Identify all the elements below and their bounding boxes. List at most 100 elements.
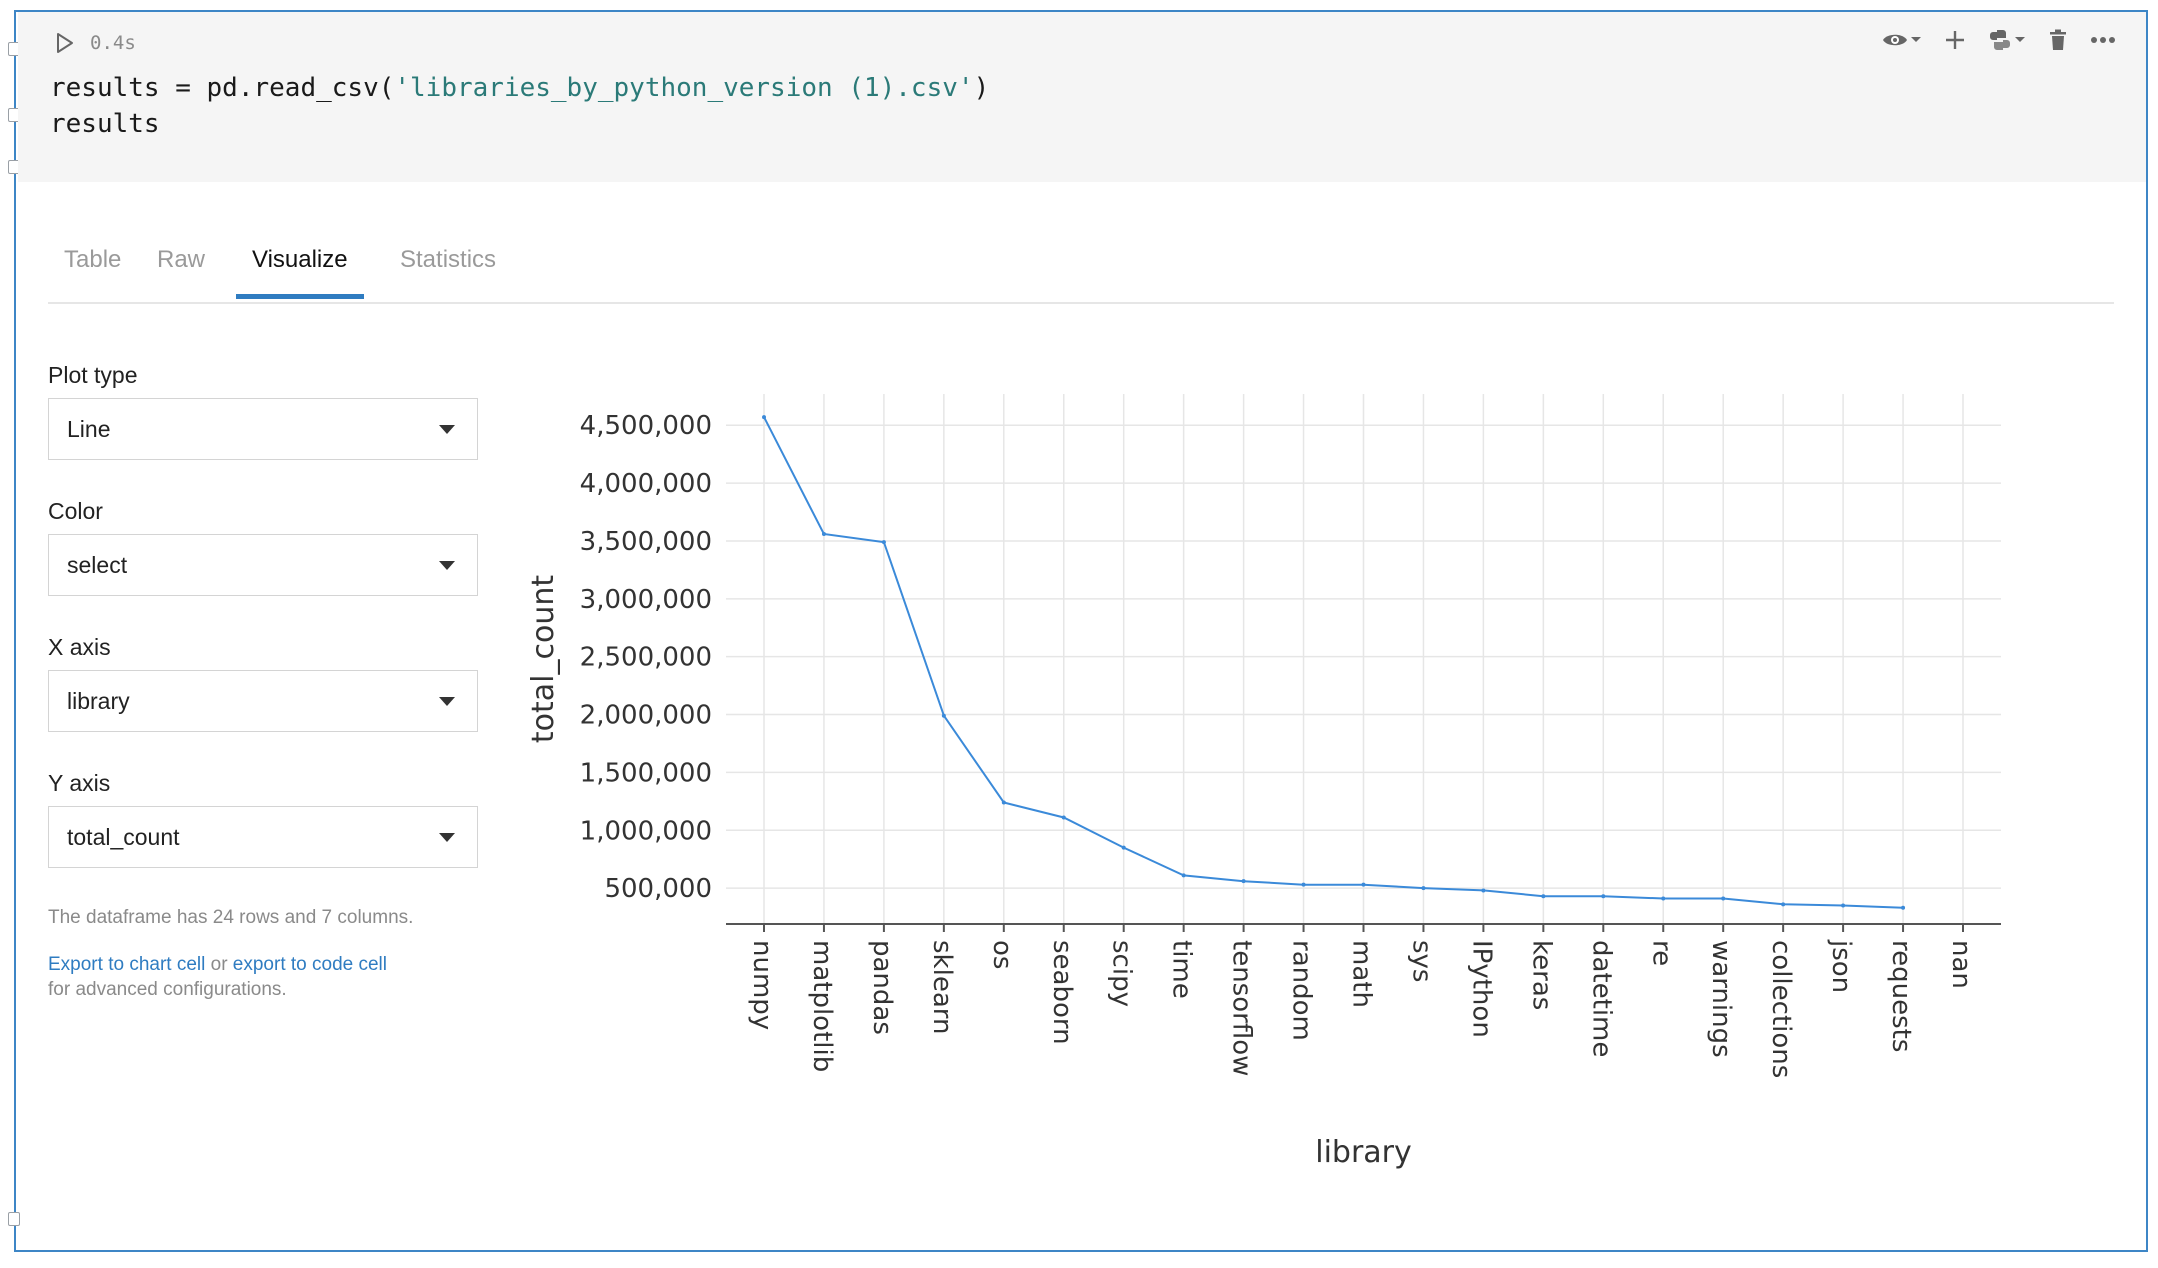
y-tick-label: 3,500,000 xyxy=(580,527,712,557)
y-axis-value: total_count xyxy=(67,823,180,850)
data-point xyxy=(1541,894,1546,899)
data-point xyxy=(1061,815,1066,820)
x-tick-label: scipy xyxy=(1107,940,1137,1007)
play-icon xyxy=(57,33,73,53)
caret-down-icon xyxy=(439,833,455,842)
plus-icon xyxy=(1946,31,1964,49)
x-tick-label: requests xyxy=(1886,940,1916,1052)
x-tick-label: collections xyxy=(1766,940,1796,1078)
x-tick-label: numpy xyxy=(747,940,777,1030)
y-tick-label: 2,000,000 xyxy=(580,701,712,731)
x-tick-label: math xyxy=(1347,940,1377,1008)
more-options-button[interactable] xyxy=(2090,36,2116,44)
tab-statistics[interactable]: Statistics xyxy=(400,246,497,273)
plot-type-label: Plot type xyxy=(48,362,138,388)
x-tick-label: random xyxy=(1287,940,1317,1041)
data-point xyxy=(1661,896,1666,901)
y-axis-select[interactable]: total_count xyxy=(48,806,478,868)
cell-toolbar xyxy=(1882,28,2116,52)
x-tick-label: keras xyxy=(1526,940,1556,1010)
data-point xyxy=(1421,886,1426,891)
x-axis-label: X axis xyxy=(48,634,111,660)
data-point xyxy=(821,532,826,537)
caret-down-icon xyxy=(439,425,455,434)
data-point xyxy=(1781,902,1786,907)
run-button[interactable] xyxy=(50,28,80,58)
notebook-cell[interactable]: 0.4s results = pd.read_csv('libraries_by… xyxy=(8,10,2148,1252)
delete-cell-button[interactable] xyxy=(2048,29,2068,51)
x-tick-label: seaborn xyxy=(1047,940,1077,1045)
x-tick-label: time xyxy=(1167,940,1197,999)
data-point xyxy=(1001,800,1006,805)
data-point xyxy=(881,540,886,545)
series-line xyxy=(763,416,1904,909)
y-axis-title: total_count xyxy=(526,575,561,743)
x-tick-label: datetime xyxy=(1586,940,1616,1057)
export-tail-text: for advanced configurations. xyxy=(48,979,287,1000)
eye-icon xyxy=(1883,34,1907,46)
export-to-code-link[interactable]: export to code cell xyxy=(232,954,387,975)
data-point xyxy=(1241,879,1246,884)
python-icon xyxy=(1990,30,2010,50)
data-point xyxy=(1901,905,1906,910)
code-string: 'libraries_by_python_version (1).csv' xyxy=(394,73,974,103)
export-or-text: or xyxy=(205,954,233,975)
caret-down-icon xyxy=(439,697,455,706)
y-tick-label: 500,000 xyxy=(604,874,712,904)
data-point xyxy=(1481,888,1486,893)
x-tick-label: pandas xyxy=(867,940,897,1035)
plot-type-value: Line xyxy=(67,415,111,442)
color-select[interactable]: select xyxy=(48,534,478,596)
data-point xyxy=(1181,873,1186,878)
y-tick-label: 2,500,000 xyxy=(580,643,712,673)
color-label: Color xyxy=(48,498,103,524)
data-point xyxy=(1361,882,1366,887)
code-editor[interactable]: 0.4s results = pd.read_csv('libraries_by… xyxy=(18,12,2146,182)
plot-type-select[interactable]: Line xyxy=(48,398,478,460)
visibility-button[interactable] xyxy=(1882,31,1922,49)
tab-visualize[interactable]: Visualize xyxy=(236,246,364,299)
x-tick-label: nan xyxy=(1946,940,1976,989)
x-tick-label: IPython xyxy=(1466,940,1496,1038)
y-tick-label: 3,000,000 xyxy=(580,585,712,615)
execution-time: 0.4s xyxy=(90,32,136,54)
x-tick-label: sklearn xyxy=(927,940,957,1034)
code-token: results = pd.read_csv( xyxy=(50,73,395,103)
x-tick-label: matplotlib xyxy=(807,940,837,1072)
chevron-down-icon xyxy=(1911,37,1921,42)
data-point xyxy=(941,713,946,718)
gutter-fold-icon[interactable] xyxy=(8,1212,20,1226)
code-token: ) xyxy=(973,73,990,103)
y-tick-label: 1,000,000 xyxy=(580,816,712,846)
x-axis-title: library xyxy=(1315,1135,1412,1170)
color-value: select xyxy=(67,551,128,578)
tab-table[interactable]: Table xyxy=(64,246,122,273)
x-tick-label: tensorflow xyxy=(1227,940,1257,1076)
x-tick-label: re xyxy=(1646,940,1676,966)
line-chart: 500,000 1,000,000 1,500,000 2,000,000 2,500,… xyxy=(526,394,2001,1170)
export-hint: Export to chart cell or export to code c… xyxy=(48,952,387,1002)
add-cell-button[interactable] xyxy=(1944,29,1966,51)
y-tick-label: 4,500,000 xyxy=(580,411,712,441)
cell-language-button[interactable] xyxy=(1988,28,2026,52)
more-icon xyxy=(2091,37,2115,43)
output-tabs: Table Raw Visualize Statistics xyxy=(48,232,2114,304)
export-to-chart-link[interactable]: Export to chart cell xyxy=(48,954,206,975)
code-token: results xyxy=(50,109,160,139)
x-axis-value: library xyxy=(67,687,130,714)
tab-raw[interactable]: Raw xyxy=(157,246,206,273)
data-point xyxy=(762,415,766,420)
x-tick-label: warnings xyxy=(1706,940,1736,1058)
x-tick-label: sys xyxy=(1406,940,1436,982)
trash-icon xyxy=(2050,29,2066,50)
code-text[interactable]: results = pd.read_csv('libraries_by_pyth… xyxy=(50,70,989,142)
chevron-down-icon xyxy=(2015,37,2025,42)
y-tick-label: 4,000,000 xyxy=(580,469,712,499)
data-point xyxy=(1301,882,1306,887)
x-axis-select[interactable]: library xyxy=(48,670,478,732)
y-tick-label: 1,500,000 xyxy=(580,758,712,788)
y-axis-label: Y axis xyxy=(48,770,111,796)
data-point xyxy=(1121,845,1126,850)
x-tick-label: json xyxy=(1826,939,1856,993)
data-point xyxy=(1601,894,1606,899)
